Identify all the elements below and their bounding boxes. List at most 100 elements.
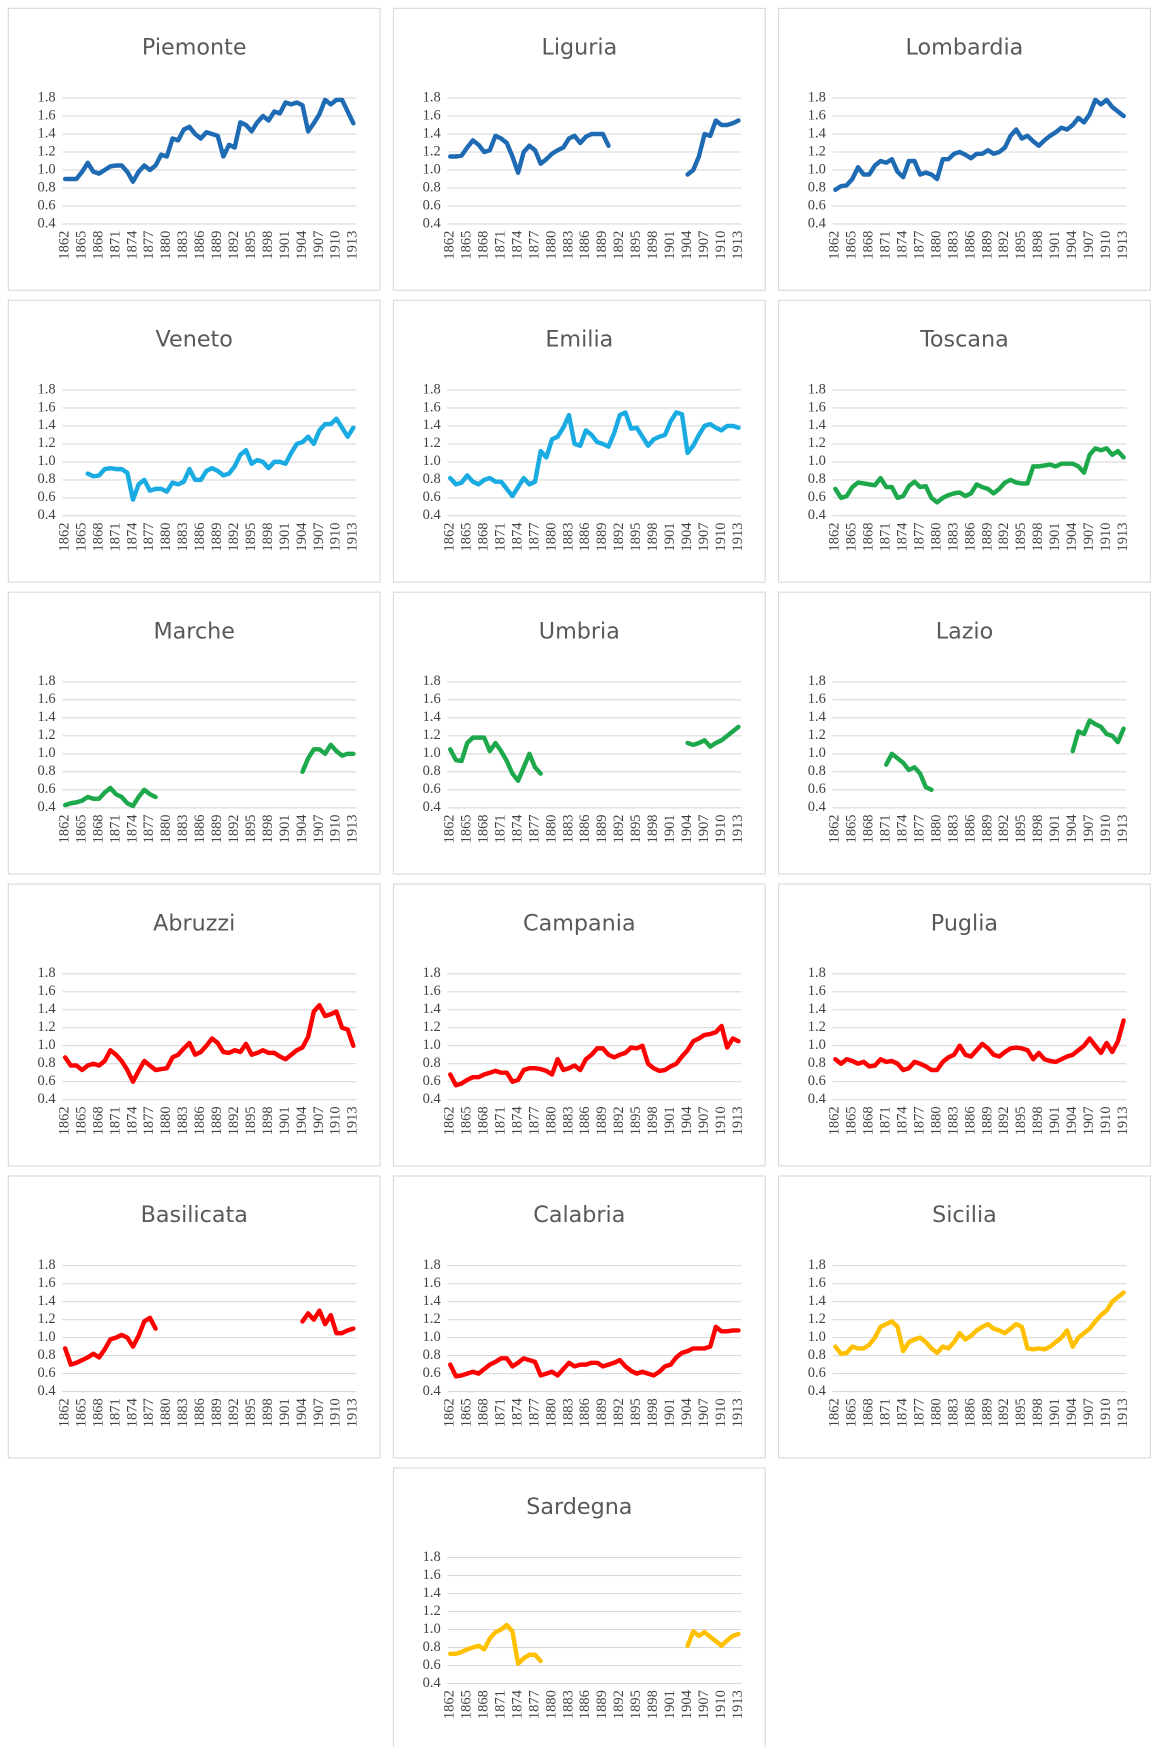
x-tick-label: 1886: [962, 1398, 978, 1427]
x-tick-label: 1871: [107, 231, 123, 260]
y-tick-label: 1.8: [38, 381, 56, 397]
x-tick-label: 1862: [442, 523, 458, 552]
x-tick-label: 1913: [345, 1398, 361, 1427]
x-tick-label: 1883: [945, 1106, 961, 1135]
x-tick-label: 1874: [895, 1398, 911, 1428]
x-tick-label: 1886: [577, 523, 593, 552]
y-tick-label: 1.8: [423, 381, 441, 397]
x-tick-label: 1898: [1030, 814, 1046, 843]
x-tick-label: 1913: [345, 1106, 361, 1135]
data-line: [833, 446, 1126, 505]
x-tick-label: 1862: [442, 814, 458, 843]
x-tick-label: 1874: [509, 1106, 525, 1136]
y-tick-label: 0.4: [808, 1091, 827, 1107]
x-tick-label: 1871: [107, 1106, 123, 1135]
y-tick-label: 1.6: [38, 107, 56, 123]
y-tick-label: 1.4: [423, 1293, 442, 1309]
y-tick-label: 1.8: [38, 965, 56, 981]
y-tick-label: 0.4: [808, 507, 827, 523]
x-tick-label: 1901: [277, 814, 293, 843]
x-tick-label: 1901: [662, 1690, 678, 1719]
x-tick-label: 1889: [594, 523, 610, 552]
x-tick-label: 1877: [526, 814, 542, 843]
x-tick-label: 1862: [827, 1106, 843, 1135]
y-tick-label: 0.6: [808, 781, 826, 797]
x-tick-label: 1910: [328, 1106, 344, 1135]
x-tick-label: 1886: [192, 231, 208, 260]
x-tick-label: 1880: [928, 231, 944, 260]
y-tick-label: 0.8: [38, 1347, 56, 1363]
y-tick-label: 1.4: [38, 1293, 57, 1309]
y-tick-label: 1.6: [808, 1275, 826, 1291]
x-tick-label: 1862: [827, 231, 843, 260]
data-line: [448, 735, 543, 784]
x-tick-label: 1883: [560, 523, 576, 552]
y-tick-label: 0.6: [38, 1365, 56, 1381]
x-tick-label: 1865: [73, 523, 89, 552]
x-tick-label: 1907: [311, 523, 327, 552]
y-tick-label: 0.4: [423, 799, 442, 815]
y-tick-label: 0.6: [423, 1365, 441, 1381]
x-tick-label: 1895: [243, 231, 259, 260]
x-tick-label: 1874: [124, 1106, 140, 1136]
x-tick-label: 1874: [509, 230, 525, 260]
x-tick-label: 1865: [459, 1398, 475, 1427]
y-tick-label: 1.8: [38, 89, 56, 105]
x-tick-label: 1862: [56, 814, 72, 843]
data-line: [833, 1018, 1126, 1073]
x-tick-label: 1886: [192, 1398, 208, 1427]
x-tick-label: 1895: [628, 523, 644, 552]
x-tick-label: 1913: [730, 523, 746, 552]
y-tick-label: 0.8: [808, 1347, 826, 1363]
x-tick-label: 1883: [560, 1398, 576, 1427]
y-tick-label: 1.8: [423, 673, 441, 689]
y-tick-label: 1.6: [38, 1275, 56, 1291]
x-tick-label: 1871: [492, 1106, 508, 1135]
x-tick-label: 1898: [260, 231, 276, 260]
x-tick-label: 1907: [696, 523, 712, 552]
chart-title: Marche: [153, 618, 235, 644]
x-tick-label: 1865: [73, 1398, 89, 1427]
x-tick-label: 1898: [645, 1106, 661, 1135]
x-tick-label: 1913: [1115, 814, 1131, 843]
x-tick-label: 1886: [192, 523, 208, 552]
x-tick-label: 1883: [175, 1398, 191, 1427]
x-tick-label: 1907: [1081, 523, 1097, 552]
x-tick-label: 1871: [107, 523, 123, 552]
y-tick-label: 0.6: [423, 197, 441, 213]
panel-border: [7, 1175, 381, 1459]
x-tick-label: 1895: [628, 1398, 644, 1427]
data-line: [62, 785, 158, 809]
y-tick-label: 1.0: [423, 745, 441, 761]
x-tick-label: 1895: [628, 231, 644, 260]
x-tick-label: 1874: [509, 1398, 525, 1428]
x-tick-label: 1907: [696, 1690, 712, 1719]
x-tick-label: 1898: [645, 1690, 661, 1719]
y-tick-label: 1.4: [423, 1585, 442, 1601]
x-tick-label: 1877: [526, 1106, 542, 1135]
x-tick-label: 1904: [1064, 1106, 1080, 1136]
x-tick-label: 1901: [1047, 523, 1063, 552]
y-tick-label: 0.6: [423, 1073, 441, 1089]
x-tick-label: 1889: [979, 523, 995, 552]
x-tick-label: 1877: [141, 1398, 157, 1427]
chart-title: Piemonte: [142, 35, 247, 61]
chart-title: Basilicata: [141, 1202, 248, 1228]
y-tick-label: 0.6: [423, 489, 441, 505]
x-tick-label: 1904: [1064, 1398, 1080, 1428]
x-tick-label: 1862: [442, 1398, 458, 1427]
x-tick-label: 1901: [662, 1106, 678, 1135]
y-tick-label: 1.6: [808, 983, 826, 999]
x-tick-label: 1883: [945, 1398, 961, 1427]
x-tick-label: 1880: [158, 1398, 174, 1427]
x-tick-label: 1898: [1030, 523, 1046, 552]
x-tick-label: 1889: [594, 814, 610, 843]
data-line: [448, 1023, 741, 1088]
x-tick-label: 1877: [911, 231, 927, 260]
x-tick-label: 1862: [442, 231, 458, 260]
data-line: [300, 742, 356, 775]
